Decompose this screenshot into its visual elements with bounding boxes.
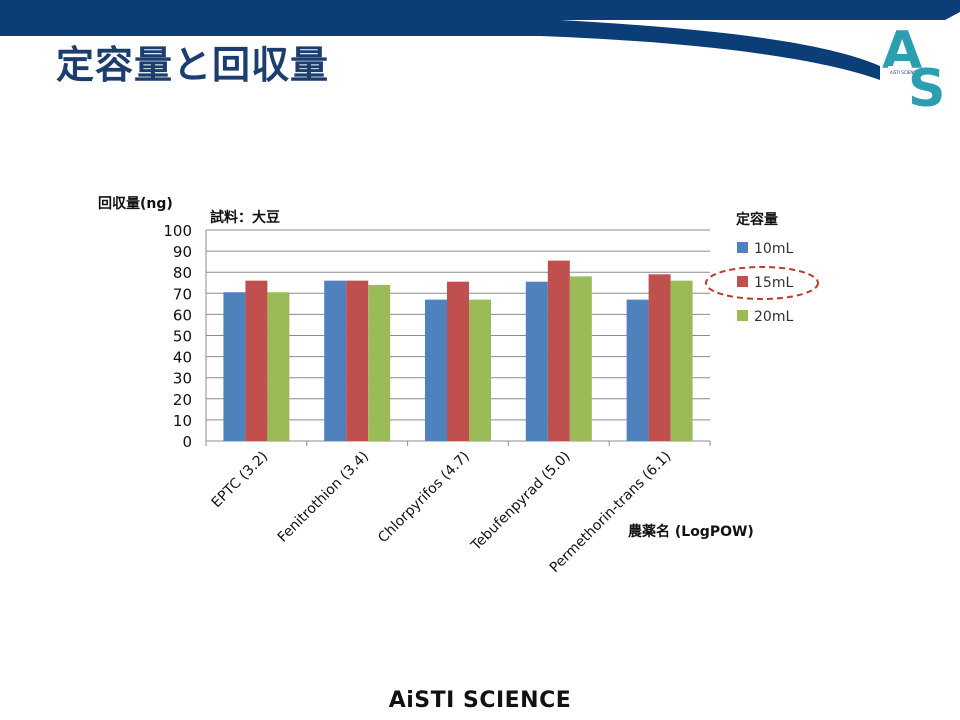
legend-label-10mL: 10mL [754,241,793,257]
legend-swatch-10mL [737,242,748,253]
x-tick-label: EPTC (3.2) [209,449,272,512]
x-tick-label: Tebufenpyrad (5.0) [468,449,574,555]
y-tick-label: 30 [173,370,192,388]
logo-letter-s: S [908,59,945,108]
bar-10mL-3 [525,281,548,441]
legend-highlight-ellipse [705,266,819,300]
bar-10mL-2 [425,299,447,441]
x-tick-label: Chlorpyrifos (4.7) [375,449,473,547]
legend-swatch-15mL [737,276,748,287]
y-tick-label: 40 [173,349,192,367]
x-axis-label: 農薬名 (LogPOW) [628,523,754,540]
legend-label-15mL: 15mL [754,275,793,291]
bar-20mL-3 [569,276,592,441]
y-tick-label: 10 [173,412,192,430]
bar-10mL-0 [223,292,246,441]
y-tick-label: 0 [182,433,192,451]
legend-swatch-20mL [737,310,748,321]
y-tick-label: 50 [173,328,192,346]
y-tick-label: 80 [173,264,192,282]
y-tick-label: 20 [173,391,192,409]
legend-label-20mL: 20mL [754,309,793,325]
bar-20mL-4 [670,280,693,441]
bar-20mL-2 [469,299,491,441]
header-banner [0,0,960,80]
chart-title: 試料：大豆 [210,209,280,226]
bar-15mL-3 [547,260,570,441]
bar-15mL-1 [346,280,369,441]
bar-15mL-2 [447,281,469,441]
y-tick-label: 90 [173,243,192,261]
y-tick-label: 100 [163,222,192,240]
logo-small-text: AiSTI SCIENCE [890,70,919,75]
header-banner-shape [0,0,960,80]
logo-bar [888,66,910,71]
bar-15mL-0 [245,280,268,441]
bar-10mL-1 [324,280,347,441]
y-tick-label: 70 [173,285,192,303]
footer-brand: AiSTI SCIENCE [388,688,572,713]
y-tick-label: 60 [173,306,192,324]
legend-title: 定容量 [736,211,778,228]
bar-15mL-4 [648,274,671,441]
aisti-logo: A AiSTI SCIENCE S [882,21,945,108]
x-tick-label: Permethorin-trans (6.1) [547,449,675,577]
bar-20mL-1 [368,284,391,441]
bar-10mL-4 [626,299,649,441]
page-title: 定容量と回収量 [56,43,330,87]
x-tick-label: Fenitrothion (3.4) [275,449,372,546]
y-axis-label: 回収量(ng) [98,195,173,212]
bar-20mL-0 [267,292,290,441]
